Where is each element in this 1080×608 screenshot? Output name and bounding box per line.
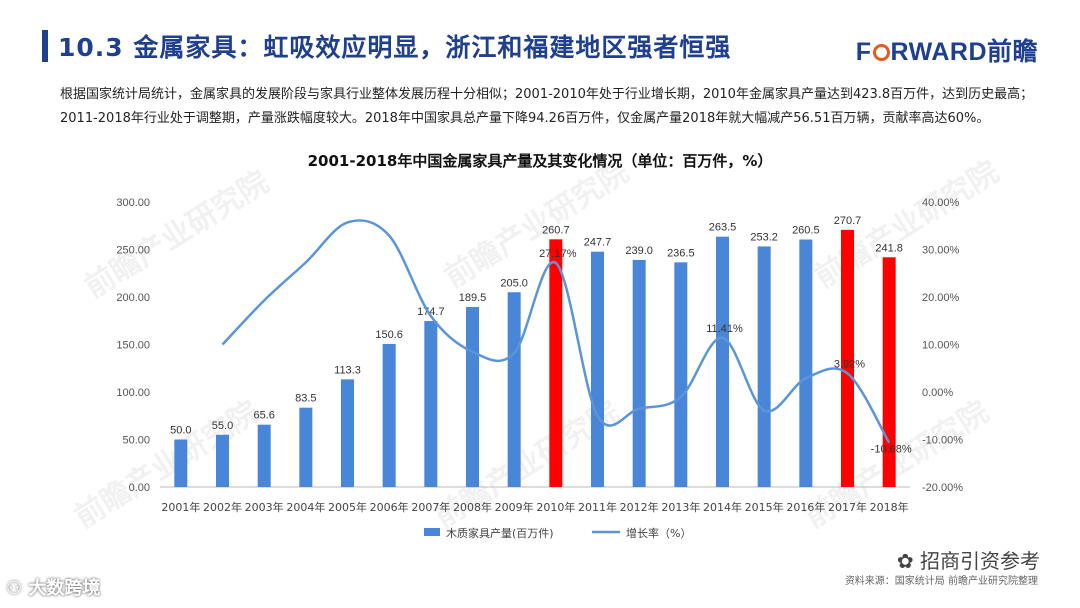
y-right-tick-label: 20.00% bbox=[922, 292, 960, 304]
wechat-account-label: ✿ 招商引资参考 bbox=[896, 549, 1040, 573]
bar-value-label: 241.8 bbox=[875, 242, 903, 254]
bar bbox=[299, 407, 313, 487]
x-tick-label: 2008年 bbox=[453, 500, 492, 514]
x-tick-label: 2016年 bbox=[786, 500, 825, 514]
y-left-tick-label: 100.00 bbox=[116, 387, 150, 399]
bar bbox=[507, 292, 521, 487]
bar-value-label: 113.3 bbox=[334, 364, 361, 376]
growth-rate-label: 3.92% bbox=[834, 358, 865, 370]
x-tick-label: 2013年 bbox=[661, 500, 700, 514]
bar bbox=[674, 262, 688, 487]
x-tick-label: 2014年 bbox=[703, 500, 742, 514]
x-tick-label: 2003年 bbox=[245, 500, 284, 514]
bar bbox=[382, 343, 396, 487]
x-tick-label: 2007年 bbox=[411, 500, 450, 514]
growth-rate-label: 27.17% bbox=[539, 248, 577, 260]
wechat-account-name: 招商引资参考 bbox=[920, 549, 1040, 573]
bar bbox=[632, 259, 646, 487]
x-tick-label: 2012年 bbox=[620, 500, 659, 514]
bar-value-label: 65.6 bbox=[253, 410, 274, 422]
y-right-tick-label: -20.00% bbox=[922, 482, 963, 494]
bar bbox=[716, 236, 729, 487]
legend-line-label: 增长率（%） bbox=[626, 526, 691, 540]
bar bbox=[757, 246, 771, 487]
x-tick-label: 2018年 bbox=[870, 500, 909, 514]
bar-value-label: 239.0 bbox=[625, 245, 653, 257]
logo-ring-icon bbox=[872, 44, 890, 61]
x-tick-label: 2004年 bbox=[286, 500, 325, 514]
bar-value-label: 205.0 bbox=[500, 277, 528, 289]
bar bbox=[216, 434, 229, 487]
bar bbox=[341, 379, 354, 487]
x-tick-label: 2001年 bbox=[161, 500, 200, 514]
x-tick-label: 2011年 bbox=[578, 500, 617, 514]
y-left-tick-label: 200.00 bbox=[116, 292, 150, 304]
bar-value-label: 260.7 bbox=[542, 224, 570, 236]
intro-paragraph: 根据国家统计局统计，金属家具的发展阶段与家具行业整体发展历程十分相似；2001-… bbox=[60, 87, 1034, 126]
bar bbox=[174, 439, 188, 487]
bar-value-label: 236.5 bbox=[667, 247, 695, 259]
y-left-tick-label: 250.00 bbox=[116, 245, 150, 257]
bar-value-label: 83.5 bbox=[295, 393, 316, 405]
source-note: 资料来源：国家统计局 前瞻产业研究院整理 bbox=[844, 576, 1038, 587]
bar bbox=[424, 321, 438, 487]
logo-text-right: RWARD前瞻 bbox=[890, 38, 1038, 66]
bar bbox=[466, 306, 479, 487]
bar bbox=[549, 239, 563, 487]
chart-title: 2001-2018年中国金属家具产量及其变化情况（单位：百万件，%） bbox=[307, 152, 773, 170]
y-left-tick-label: 150.00 bbox=[116, 340, 150, 352]
legend-bar-swatch bbox=[424, 528, 440, 536]
growth-rate-label: -10.68% bbox=[871, 444, 912, 456]
title-accent-bar bbox=[42, 30, 48, 62]
production-chart: 0.00 50.00 100.00 150.00 200.00 250.00 300.00 -… bbox=[116, 197, 963, 540]
y-left-tick-label: 0.00 bbox=[129, 482, 150, 494]
bar-value-label: 55.0 bbox=[212, 420, 233, 432]
x-tick-label: 2017年 bbox=[828, 500, 867, 514]
bar bbox=[841, 229, 854, 487]
x-tick-label: 2015年 bbox=[745, 500, 784, 514]
forward-logo: F RWARD前瞻 bbox=[856, 32, 1038, 68]
brand-watermark: ⚇ 大数跨境 bbox=[6, 578, 101, 599]
y-right-tick-label: 10.00% bbox=[922, 340, 960, 352]
brand-name: 大数跨境 bbox=[28, 578, 101, 599]
bar-value-label: 263.5 bbox=[709, 222, 737, 234]
bar bbox=[882, 257, 896, 487]
x-tick-label: 2006年 bbox=[370, 500, 409, 514]
bar bbox=[591, 251, 604, 487]
bar bbox=[799, 239, 813, 487]
logo-text-left: F bbox=[855, 38, 872, 66]
y-left-tick-label: 300.00 bbox=[116, 197, 150, 209]
bar-value-label: 189.5 bbox=[459, 292, 487, 304]
bar-value-label: 260.5 bbox=[792, 225, 820, 237]
page-title: 10.3 金属家具：虹吸效应明显，浙江和福建地区强者恒强 bbox=[58, 33, 732, 62]
x-tick-label: 2009年 bbox=[495, 500, 534, 514]
y-right-tick-label: -10.00% bbox=[922, 435, 963, 447]
bar-value-label: 174.7 bbox=[417, 306, 445, 318]
bar-value-label: 253.2 bbox=[750, 231, 778, 243]
y-right-tick-label: 0.00% bbox=[922, 387, 953, 399]
x-tick-label: 2005年 bbox=[328, 500, 367, 514]
y-right-tick-label: 40.00% bbox=[922, 197, 960, 209]
bar bbox=[257, 424, 271, 487]
x-tick-label: 2010年 bbox=[536, 500, 575, 514]
bar-value-label: 247.7 bbox=[584, 237, 612, 249]
y-left-tick-label: 50.00 bbox=[122, 435, 150, 447]
bar-value-label: 150.6 bbox=[375, 329, 403, 341]
legend-bar-label: 木质家具产量(百万件) bbox=[446, 526, 554, 540]
growth-rate-label: 11.41% bbox=[706, 323, 743, 335]
bar-value-label: 270.7 bbox=[834, 215, 862, 227]
x-tick-label: 2002年 bbox=[203, 500, 242, 514]
bar-value-label: 50.0 bbox=[170, 425, 191, 437]
growth-rate-line bbox=[221, 219, 891, 444]
y-right-tick-label: 30.00% bbox=[922, 245, 960, 257]
